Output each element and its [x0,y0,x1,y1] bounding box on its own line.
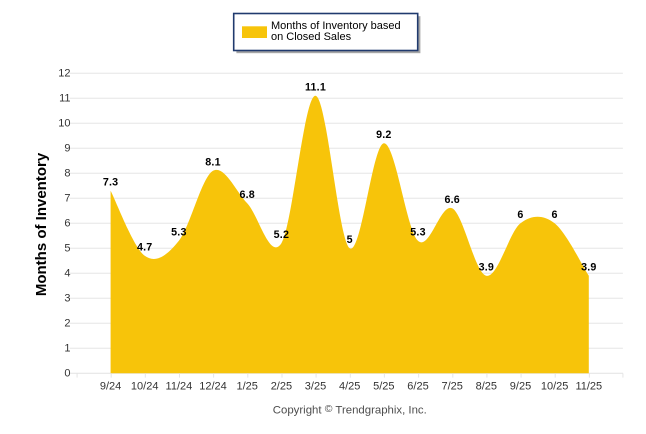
svg-text:5.2: 5.2 [274,229,289,241]
svg-text:6/25: 6/25 [407,380,428,392]
svg-text:5/25: 5/25 [373,380,394,392]
svg-text:0: 0 [64,368,70,380]
svg-text:2: 2 [64,318,70,330]
svg-text:5.3: 5.3 [410,227,425,239]
svg-text:2/25: 2/25 [271,380,292,392]
svg-text:11/25: 11/25 [575,380,602,392]
svg-text:1/25: 1/25 [236,380,257,392]
svg-text:Copyright © Trendgraphix, Inc.: Copyright © Trendgraphix, Inc. [273,403,427,417]
svg-text:9/25: 9/25 [510,380,531,392]
svg-text:6: 6 [64,218,70,230]
svg-text:11: 11 [59,93,70,105]
svg-text:6: 6 [552,209,558,221]
svg-text:4: 4 [64,268,70,280]
svg-text:9: 9 [64,143,70,155]
svg-text:8.1: 8.1 [205,157,220,169]
svg-text:10/24: 10/24 [131,380,159,392]
svg-text:8/25: 8/25 [476,380,497,392]
svg-text:7.3: 7.3 [103,177,118,189]
svg-text:12/24: 12/24 [199,380,227,392]
svg-text:4/25: 4/25 [339,380,360,392]
svg-text:5: 5 [347,234,353,246]
svg-text:Months of Inventory: Months of Inventory [33,152,50,296]
svg-text:3.9: 3.9 [479,262,494,274]
svg-text:3/25: 3/25 [305,380,326,392]
svg-text:11.1: 11.1 [305,82,326,94]
svg-text:5.3: 5.3 [171,227,186,239]
svg-text:10/25: 10/25 [541,380,569,392]
svg-text:1: 1 [64,343,70,355]
svg-text:12: 12 [58,68,70,80]
svg-text:7/25: 7/25 [441,380,462,392]
svg-text:3: 3 [64,293,70,305]
svg-text:9/24: 9/24 [100,380,121,392]
svg-text:4.7: 4.7 [137,242,152,254]
svg-text:8: 8 [64,168,70,180]
svg-text:11/24: 11/24 [166,380,193,392]
svg-text:10: 10 [58,118,70,130]
svg-text:6: 6 [517,209,523,221]
svg-text:3.9: 3.9 [581,262,596,274]
svg-text:6.8: 6.8 [239,189,254,201]
svg-text:Months of Inventory based: Months of Inventory based [271,20,401,32]
svg-text:5: 5 [64,243,70,255]
svg-text:7: 7 [64,193,70,205]
svg-text:on Closed Sales: on Closed Sales [271,31,352,43]
svg-text:6.6: 6.6 [444,194,459,206]
svg-text:9.2: 9.2 [376,129,391,141]
